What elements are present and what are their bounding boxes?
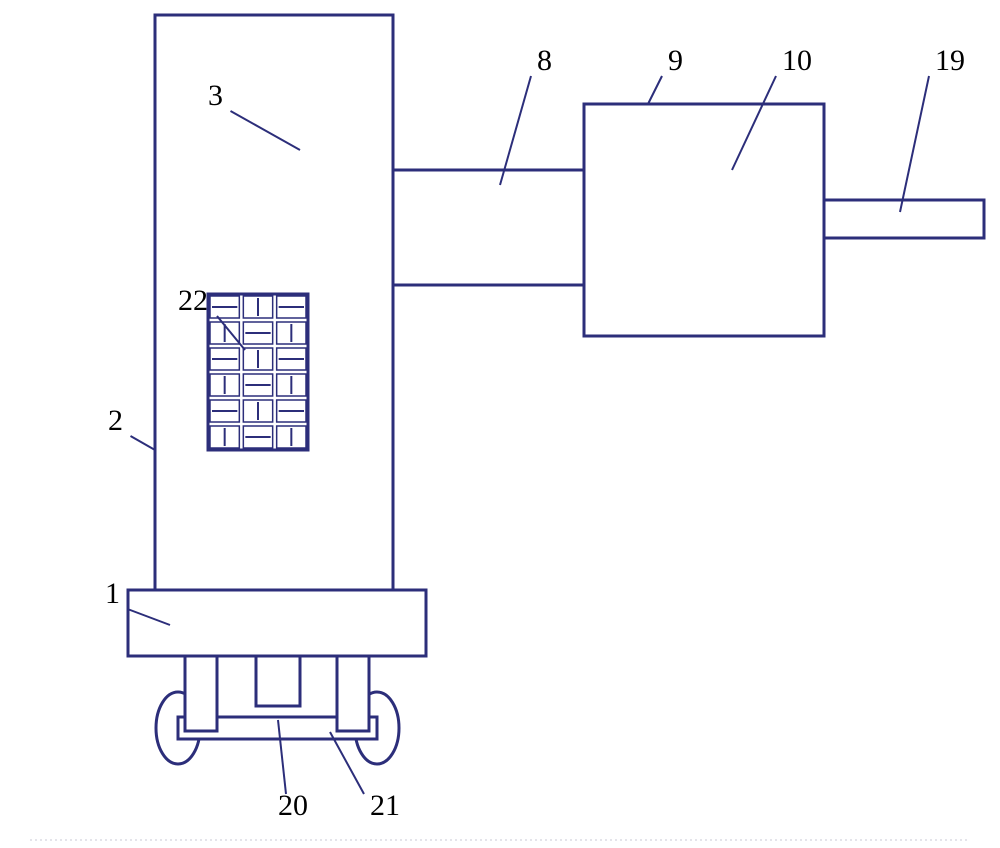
label-22: 22 bbox=[178, 284, 208, 317]
leader-19 bbox=[900, 76, 929, 212]
label-3: 3 bbox=[208, 79, 223, 112]
leader-9 bbox=[648, 76, 662, 104]
rod bbox=[824, 200, 984, 238]
leader-2 bbox=[131, 436, 156, 450]
label-10: 10 bbox=[782, 44, 812, 77]
label-21: 21 bbox=[370, 789, 400, 822]
label-2: 2 bbox=[108, 404, 123, 437]
strut-left bbox=[185, 656, 217, 731]
center-stem bbox=[256, 656, 300, 706]
beam bbox=[393, 170, 584, 285]
label-1: 1 bbox=[105, 577, 120, 610]
grille bbox=[208, 294, 308, 450]
block bbox=[584, 104, 824, 336]
label-8: 8 bbox=[537, 44, 552, 77]
strut-right bbox=[337, 656, 369, 731]
base-plate bbox=[128, 590, 426, 656]
label-9: 9 bbox=[668, 44, 683, 77]
label-19: 19 bbox=[935, 44, 965, 77]
label-20: 20 bbox=[278, 789, 308, 822]
